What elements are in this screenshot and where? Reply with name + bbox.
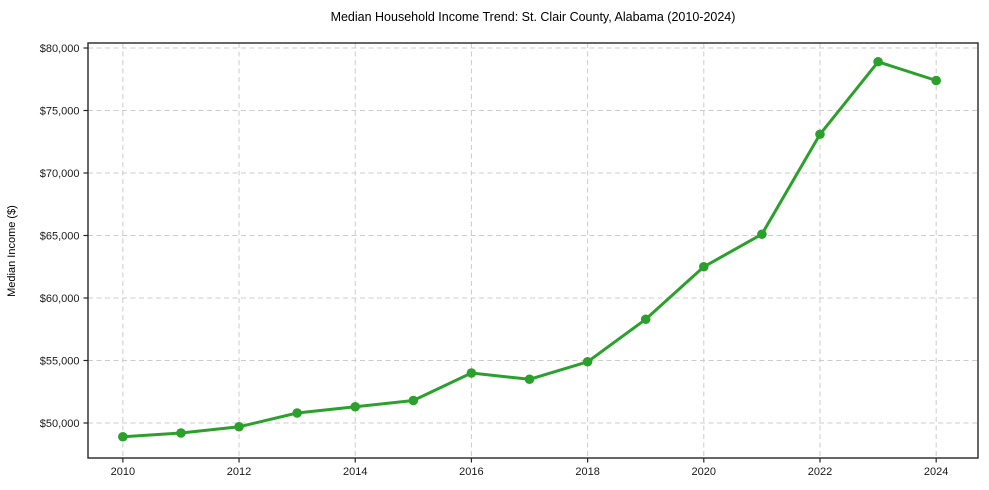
x-tick-label: 2014	[343, 466, 367, 478]
data-point-2012	[234, 421, 244, 432]
y-tick-label: $70,000	[40, 168, 80, 180]
data-point-2024	[931, 75, 941, 86]
data-point-2011	[176, 428, 186, 438]
x-tick-label: 2020	[692, 466, 716, 478]
data-point-2018	[582, 356, 593, 367]
plot-border	[87, 42, 979, 459]
x-tick-label: 2010	[111, 466, 135, 478]
x-tick-label: 2012	[227, 466, 251, 478]
y-tick-label: $60,000	[40, 293, 80, 305]
plot-content: $50,000 $55,000 $60,000 $65,000 $70,000 $75,0…	[40, 42, 979, 478]
data-point-2010	[118, 431, 128, 442]
data-point-2014	[350, 401, 361, 412]
chart-title: Median Household Income Trend: St. Clair…	[331, 10, 736, 24]
data-point-2023	[873, 56, 883, 67]
y-tick-label: $65,000	[40, 230, 80, 242]
y-tick-label: $75,000	[40, 105, 80, 117]
data-point-2015	[408, 395, 419, 406]
y-axis-title: Median Income ($)	[6, 205, 18, 297]
y-tick-label: $55,000	[40, 355, 80, 367]
x-tick-label: 2018	[575, 466, 599, 478]
data-point-2020	[698, 261, 709, 272]
data-point-2021	[757, 229, 767, 240]
x-tick-label: 2024	[924, 466, 948, 478]
data-point-2022	[815, 129, 825, 140]
y-tick-label: $80,000	[40, 43, 80, 55]
data-point-2013	[292, 408, 302, 418]
y-tick-label: $50,000	[40, 418, 80, 430]
x-tick-label: 2016	[459, 466, 483, 478]
data-point-2019	[640, 314, 651, 325]
data-point-2017	[524, 374, 535, 385]
data-point-2016	[466, 368, 477, 378]
x-tick-label: 2022	[808, 466, 832, 478]
